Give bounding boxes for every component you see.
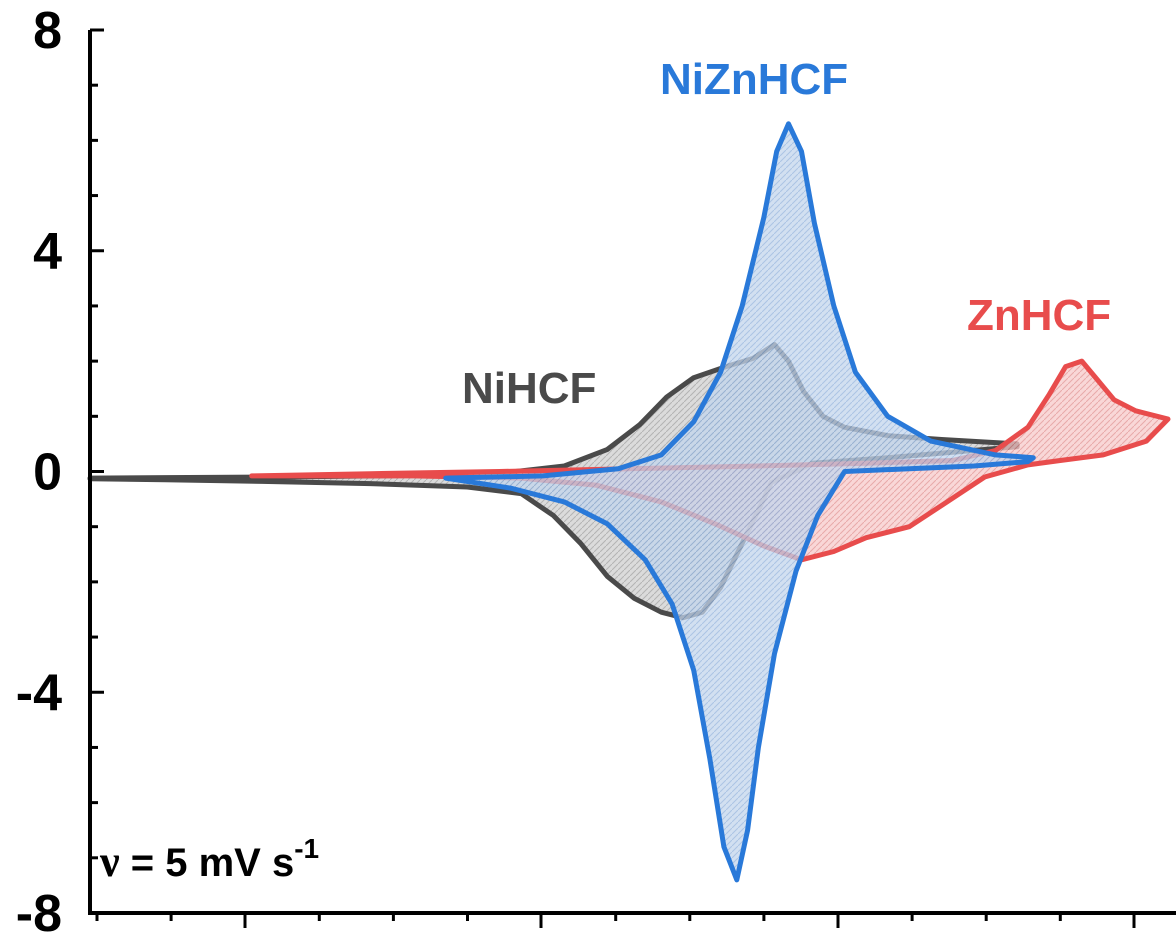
- y-tick-label: 8: [33, 2, 62, 60]
- y-tick-label: 0: [33, 444, 62, 502]
- series-fill-niznhcf: [445, 123, 1034, 880]
- y-ticks: [90, 28, 104, 915]
- nu-symbol: ν: [99, 837, 120, 886]
- label-nizhcf: NiZnHCF: [660, 55, 848, 104]
- label-nihcf: NiHCF: [462, 364, 596, 413]
- y-tick-labels: 8 4 0 -4 -8: [16, 2, 62, 933]
- series-line-niznhcf: [443, 121, 1036, 883]
- y-tick-label: -4: [16, 664, 62, 722]
- y-tick-label: -8: [16, 885, 62, 933]
- label-znhcf: ZnHCF: [967, 291, 1111, 340]
- scan-rate-label: ν = 5 mV s-1: [99, 833, 319, 886]
- series-layer: [87, 121, 1171, 883]
- axes: [88, 28, 1176, 928]
- x-ticks: [95, 913, 1136, 928]
- scan-rate-exponent: -1: [294, 833, 319, 864]
- scan-rate-text: = 5 mV s: [120, 841, 295, 885]
- y-tick-label: 4: [33, 223, 62, 281]
